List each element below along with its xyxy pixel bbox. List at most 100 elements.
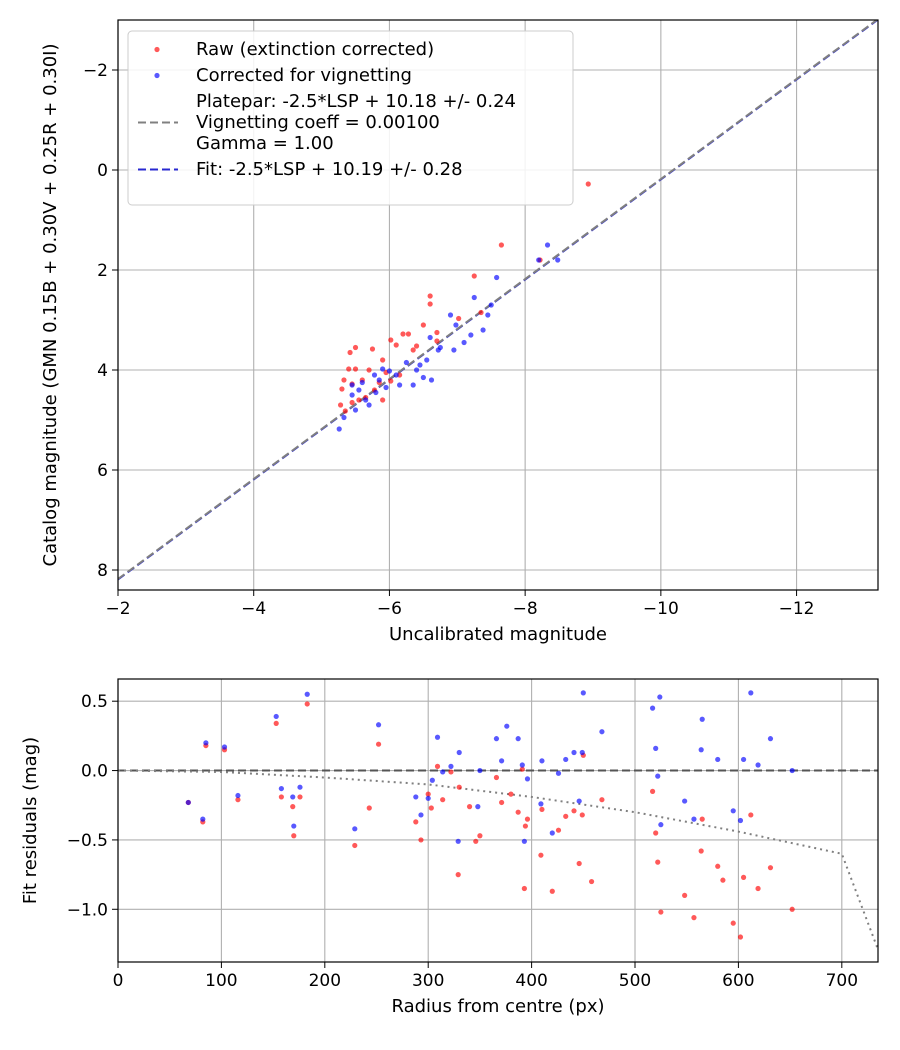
chart1-point-corrected [536,257,542,263]
chart2-point-corrected [699,716,705,722]
chart2-xtick-label: 300 [412,971,444,991]
legend-label: Platepar: -2.5*LSP + 10.18 +/- 0.24 [196,91,516,112]
chart2-point-raw [434,763,441,769]
chart2-point-corrected [515,736,521,742]
residuals-chart: 0 100 200 300 400 500 600 700 0.5 0.0 −0.5 −1.0 Radi… [20,678,879,1017]
chart2-point-corrected [290,794,296,800]
chart1-point-raw [388,337,394,343]
chart1-point-corrected [363,397,369,403]
chart2-point-raw [366,805,372,811]
chart2-point-corrected [352,826,358,832]
chart1-xtick-label: −4 [241,599,266,619]
chart1-ytick-label: 4 [97,361,108,381]
chart2-point-raw [691,915,697,921]
chart2-point-raw [524,816,531,822]
chart2-point-corrected [789,767,795,774]
chart1-point-raw [339,386,345,392]
chart2-point-corrected [657,694,663,700]
chart2-point-corrected [425,795,431,801]
chart2-point-raw [425,791,431,797]
chart1-point-raw [366,367,372,373]
chart1-point-corrected [376,377,382,383]
chart2-point-corrected [748,690,754,696]
chart2-point-raw [588,878,595,885]
chart2-line-dotted [118,769,878,950]
chart1-point-corrected [393,372,399,378]
chart1-point-raw [347,349,353,356]
chart2-point-corrected [539,758,545,764]
chart2-point-raw [653,830,659,836]
chart1-point-raw [427,301,433,307]
chart2-point-corrected [221,744,228,750]
chart2-point-raw [599,797,605,803]
chart1-point-raw [349,399,355,406]
chart1-point-raw [380,357,386,363]
chart1-point-raw [434,329,440,336]
chart1-xtick-label: −10 [643,599,679,619]
chart2-point-corrected [200,816,206,822]
chart2-point-raw [563,813,569,819]
chart2-point-corrected [576,798,582,804]
chart1-point-raw [405,331,412,337]
chart2-point-raw [698,848,704,854]
chart1-xtick-label: −2 [105,599,130,619]
chart1-point-raw [434,338,440,344]
chart2-point-raw [755,885,761,892]
chart1-point-corrected [424,357,430,363]
legend-label: Corrected for vignetting [196,65,412,86]
chart1-point-corrected [447,312,454,318]
chart2-point-raw [555,827,562,833]
chart2-xtick-label: 200 [309,971,341,991]
chart2-point-corrected [455,838,461,844]
chart1-point-corrected [427,334,433,341]
chart2-point-raw [730,920,736,926]
chart2-point-corrected [563,756,569,763]
chart2-point-raw [456,784,462,790]
chart2-point-corrected [235,792,241,799]
chart1-point-raw [456,315,462,322]
chart2-point-raw [519,766,525,772]
chart1-point-raw [342,408,348,414]
chart1-point-raw [352,366,359,372]
chart2-point-corrected [524,776,531,782]
chart2-point-raw [273,720,279,726]
chart2-point-corrected [658,822,664,828]
chart2-ylabel: Fit residuals (mag) [20,737,41,904]
chart2-point-raw [297,794,303,800]
chart1-line-dashed [118,20,878,580]
chart1-point-corrected [461,339,467,346]
chart2-point-raw [493,774,500,781]
chart1-point-corrected [403,359,409,366]
chart2-point-raw [740,874,747,880]
chart1-legend: Raw (extinction corrected) Corrected for … [127,30,574,206]
chart1-point-corrected [386,368,393,374]
chart2-point-raw [499,799,505,806]
chart1-point-corrected [453,322,459,328]
chart2-point-raw [539,806,545,813]
chart2-frame [117,678,879,963]
chart1-point-raw [585,181,591,187]
chart1-plot-area [118,20,878,581]
chart2-point-raw [699,816,705,822]
legend-label: Vignetting coeff = 0.00100 [196,112,440,133]
chart1-point-corrected [352,407,359,413]
chart1-point-raw [400,331,406,337]
legend-label: Raw (extinction corrected) [196,39,434,60]
chart2-point-raw [290,804,296,810]
chart2-point-corrected [504,723,510,729]
chart2-point-corrected [499,758,505,764]
chart2-point-corrected [740,756,747,763]
chart2-point-raw [418,837,424,843]
chart1-point-raw [498,242,504,248]
chart2-point-corrected [755,762,761,768]
legend-marker [154,72,160,79]
chart1-point-corrected [435,347,441,353]
chart2-point-raw [455,872,461,878]
chart1-point-corrected [341,414,347,421]
chart2-point-corrected [715,756,721,763]
chart1-point-corrected [555,257,561,263]
chart1-point-corrected [336,426,342,432]
legend-box [127,30,574,206]
chart2-point-raw [720,877,726,883]
